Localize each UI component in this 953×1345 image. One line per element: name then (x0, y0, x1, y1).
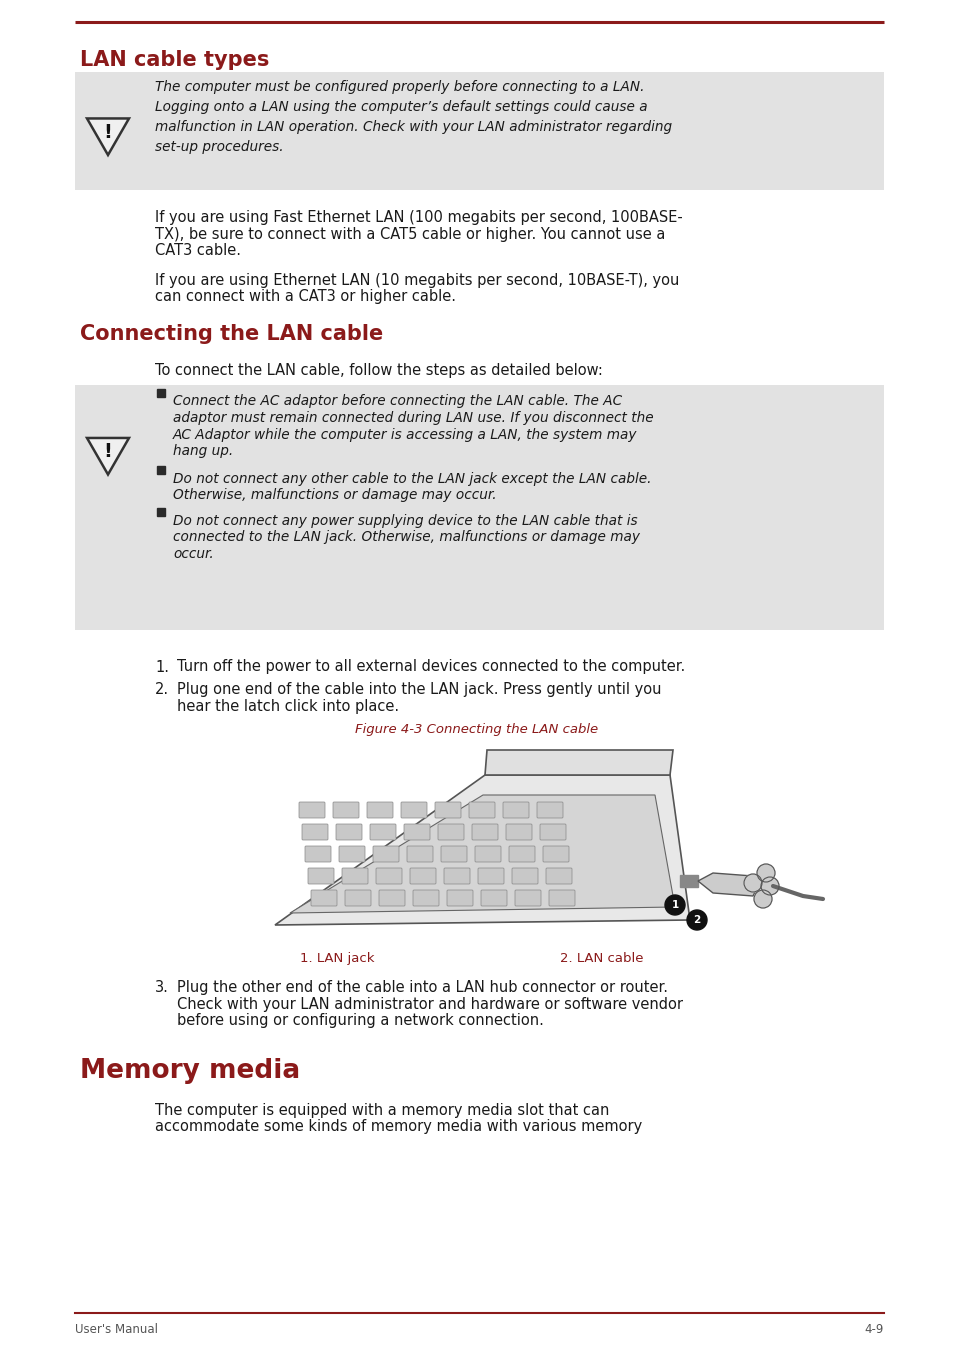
FancyBboxPatch shape (338, 846, 365, 862)
Polygon shape (290, 795, 675, 913)
Polygon shape (87, 438, 129, 475)
Bar (157, 507, 165, 515)
FancyBboxPatch shape (509, 846, 535, 862)
FancyBboxPatch shape (400, 802, 427, 818)
FancyBboxPatch shape (435, 802, 460, 818)
Circle shape (686, 911, 706, 929)
Text: connected to the LAN jack. Otherwise, malfunctions or damage may: connected to the LAN jack. Otherwise, ma… (172, 530, 639, 543)
FancyBboxPatch shape (469, 802, 495, 818)
Text: 4-9: 4-9 (863, 1323, 883, 1336)
Text: If you are using Ethernet LAN (10 megabits per second, 10BASE-T), you: If you are using Ethernet LAN (10 megabi… (154, 273, 679, 288)
Circle shape (664, 894, 684, 915)
FancyBboxPatch shape (333, 802, 358, 818)
Text: !: ! (104, 443, 112, 461)
FancyBboxPatch shape (437, 824, 463, 841)
FancyBboxPatch shape (475, 846, 500, 862)
FancyBboxPatch shape (548, 890, 575, 907)
Text: 1: 1 (671, 900, 678, 911)
Polygon shape (698, 873, 758, 896)
Text: Memory media: Memory media (80, 1059, 300, 1084)
Circle shape (753, 890, 771, 908)
FancyBboxPatch shape (341, 868, 368, 884)
FancyBboxPatch shape (413, 890, 438, 907)
FancyBboxPatch shape (375, 868, 401, 884)
FancyBboxPatch shape (335, 824, 361, 841)
Text: AC Adaptor while the computer is accessing a LAN, the system may: AC Adaptor while the computer is accessi… (172, 428, 637, 441)
Text: can connect with a CAT3 or higher cable.: can connect with a CAT3 or higher cable. (154, 289, 456, 304)
Text: CAT3 cable.: CAT3 cable. (154, 243, 241, 258)
FancyBboxPatch shape (378, 890, 405, 907)
FancyBboxPatch shape (505, 824, 532, 841)
FancyBboxPatch shape (407, 846, 433, 862)
Text: Do not connect any other cable to the LAN jack except the LAN cable.: Do not connect any other cable to the LA… (172, 472, 651, 486)
FancyBboxPatch shape (480, 890, 506, 907)
FancyBboxPatch shape (305, 846, 331, 862)
Bar (679, 876, 698, 886)
FancyBboxPatch shape (545, 868, 572, 884)
FancyBboxPatch shape (345, 890, 371, 907)
Text: accommodate some kinds of memory media with various memory: accommodate some kinds of memory media w… (154, 1119, 641, 1134)
FancyBboxPatch shape (75, 73, 883, 190)
FancyBboxPatch shape (447, 890, 473, 907)
FancyBboxPatch shape (367, 802, 393, 818)
FancyBboxPatch shape (75, 385, 883, 629)
Text: adaptor must remain connected during LAN use. If you disconnect the: adaptor must remain connected during LAN… (172, 412, 653, 425)
FancyBboxPatch shape (298, 802, 325, 818)
FancyBboxPatch shape (373, 846, 398, 862)
Text: 2. LAN cable: 2. LAN cable (559, 952, 643, 964)
Text: The computer is equipped with a memory media slot that can: The computer is equipped with a memory m… (154, 1103, 609, 1118)
Text: occur.: occur. (172, 546, 213, 561)
Text: 2: 2 (693, 915, 700, 925)
FancyBboxPatch shape (542, 846, 568, 862)
Text: Turn off the power to all external devices connected to the computer.: Turn off the power to all external devic… (177, 659, 684, 674)
Bar (157, 389, 165, 397)
FancyBboxPatch shape (472, 824, 497, 841)
Text: Otherwise, malfunctions or damage may occur.: Otherwise, malfunctions or damage may oc… (172, 488, 497, 503)
Text: If you are using Fast Ethernet LAN (100 megabits per second, 100BASE-: If you are using Fast Ethernet LAN (100 … (154, 210, 682, 225)
Text: !: ! (104, 122, 112, 141)
Circle shape (757, 863, 774, 882)
FancyBboxPatch shape (502, 802, 529, 818)
Text: User's Manual: User's Manual (75, 1323, 158, 1336)
FancyBboxPatch shape (443, 868, 470, 884)
Text: hang up.: hang up. (172, 444, 233, 459)
FancyBboxPatch shape (537, 802, 562, 818)
FancyBboxPatch shape (515, 890, 540, 907)
FancyBboxPatch shape (302, 824, 328, 841)
Text: 2.: 2. (154, 682, 169, 697)
Text: Do not connect any power supplying device to the LAN cable that is: Do not connect any power supplying devic… (172, 514, 637, 527)
Polygon shape (274, 775, 689, 925)
Bar (157, 465, 165, 473)
Text: hear the latch click into place.: hear the latch click into place. (177, 698, 398, 713)
Text: Check with your LAN administrator and hardware or software vendor: Check with your LAN administrator and ha… (177, 997, 682, 1011)
FancyBboxPatch shape (440, 846, 467, 862)
Text: LAN cable types: LAN cable types (80, 50, 269, 70)
Text: Figure 4-3 Connecting the LAN cable: Figure 4-3 Connecting the LAN cable (355, 724, 598, 736)
Text: The computer must be configured properly before connecting to a LAN.
Logging ont: The computer must be configured properly… (154, 79, 672, 155)
Text: TX), be sure to connect with a CAT5 cable or higher. You cannot use a: TX), be sure to connect with a CAT5 cabl… (154, 226, 664, 242)
FancyBboxPatch shape (370, 824, 395, 841)
FancyBboxPatch shape (311, 890, 336, 907)
FancyBboxPatch shape (477, 868, 503, 884)
Text: Connect the AC adaptor before connecting the LAN cable. The AC: Connect the AC adaptor before connecting… (172, 394, 621, 409)
FancyBboxPatch shape (539, 824, 565, 841)
FancyBboxPatch shape (403, 824, 430, 841)
Text: Plug one end of the cable into the LAN jack. Press gently until you: Plug one end of the cable into the LAN j… (177, 682, 660, 697)
Circle shape (760, 877, 779, 894)
Text: 3.: 3. (154, 981, 169, 995)
Text: To connect the LAN cable, follow the steps as detailed below:: To connect the LAN cable, follow the ste… (154, 363, 602, 378)
Text: 1.: 1. (154, 659, 169, 674)
FancyBboxPatch shape (308, 868, 334, 884)
Polygon shape (484, 751, 672, 775)
Text: before using or configuring a network connection.: before using or configuring a network co… (177, 1013, 543, 1028)
Text: 1. LAN jack: 1. LAN jack (299, 952, 375, 964)
Circle shape (743, 874, 761, 892)
Polygon shape (87, 118, 129, 155)
FancyBboxPatch shape (410, 868, 436, 884)
FancyBboxPatch shape (512, 868, 537, 884)
Text: Plug the other end of the cable into a LAN hub connector or router.: Plug the other end of the cable into a L… (177, 981, 667, 995)
Text: Connecting the LAN cable: Connecting the LAN cable (80, 324, 383, 344)
